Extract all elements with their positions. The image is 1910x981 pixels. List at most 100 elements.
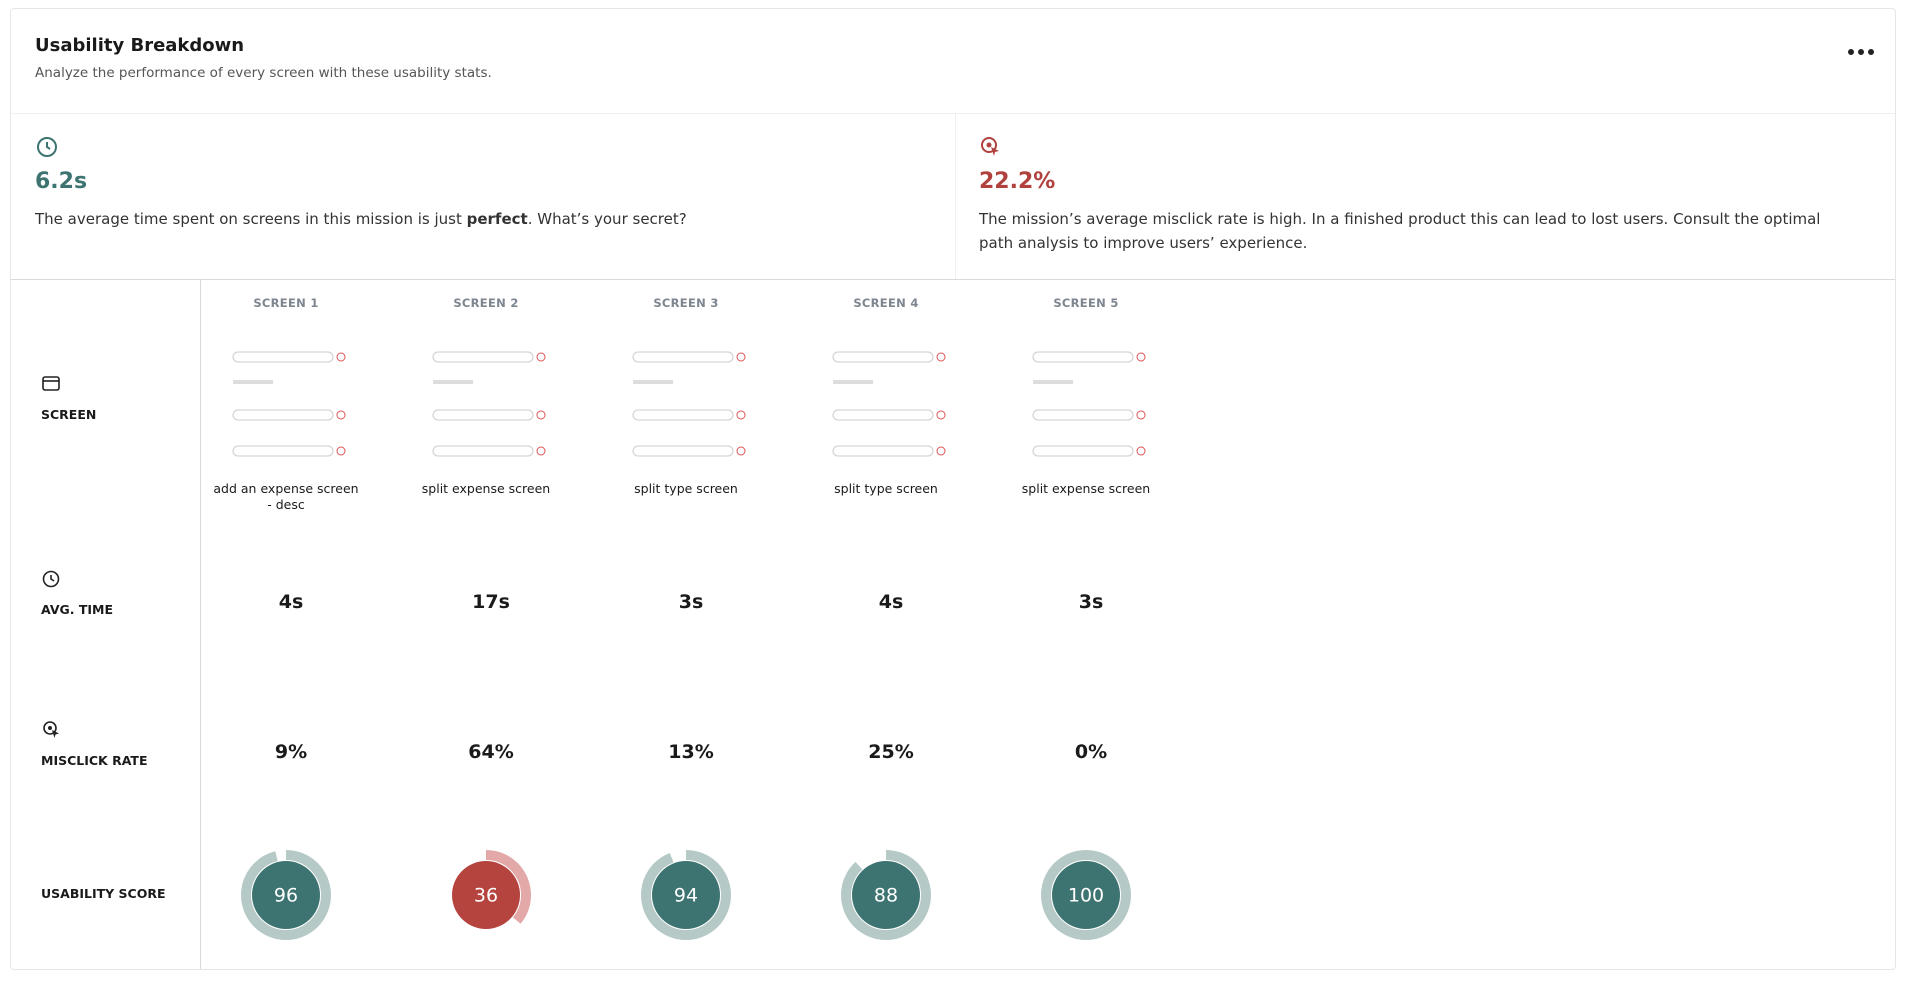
- thumb-line: [1033, 380, 1073, 384]
- text: The average time spent on screens in thi…: [35, 210, 467, 228]
- thumb-dot: [536, 410, 546, 420]
- score-label: 100: [1068, 885, 1104, 907]
- thumb-dot: [936, 410, 946, 420]
- thumb-dot: [1136, 446, 1146, 456]
- score-ring: 88: [841, 850, 931, 940]
- score-ring: 96: [241, 850, 331, 940]
- thumb-dot: [736, 410, 746, 420]
- thumb-row: [232, 351, 334, 363]
- thumb-row: [1032, 445, 1134, 457]
- thumb-row: [432, 351, 534, 363]
- misclick-value: 25%: [868, 741, 914, 763]
- misclick-value: 22.2%: [979, 169, 1056, 194]
- thumb-dot: [336, 410, 346, 420]
- clock-icon: [37, 137, 57, 157]
- more-button[interactable]: [1847, 47, 1875, 57]
- divider: [955, 113, 956, 279]
- row-label: SCREEN: [41, 407, 97, 422]
- thumb-dot: [536, 352, 546, 362]
- card-subtitle: Analyze the performance of every screen …: [35, 65, 492, 81]
- misclick-value: 13%: [668, 741, 714, 763]
- score-core: [252, 861, 320, 929]
- divider: [11, 113, 1895, 114]
- thumb-row: [632, 351, 734, 363]
- score-label: 94: [674, 885, 698, 907]
- avg-time-text: The average time spent on screens in thi…: [35, 207, 687, 231]
- score-label: 96: [274, 885, 298, 907]
- thumb-row: [232, 409, 334, 421]
- screen-header: SCREEN 4: [853, 296, 919, 310]
- screen-name: split expense screen: [421, 481, 551, 496]
- screen-name: split type screen: [834, 481, 938, 496]
- clock-icon: [42, 570, 60, 588]
- screen-header: SCREEN 2: [453, 296, 519, 310]
- thumb-dot: [336, 446, 346, 456]
- score-ring: 94: [641, 850, 731, 940]
- row-label: USABILITY SCORE: [41, 886, 166, 901]
- score-core: [852, 861, 920, 929]
- screen-icon: [42, 376, 60, 391]
- score-core: [452, 861, 520, 929]
- thumb-dot: [736, 446, 746, 456]
- thumb-row: [832, 409, 934, 421]
- score-label: 88: [874, 885, 898, 907]
- row-label: MISCLICK RATE: [41, 753, 148, 768]
- score-arc: [1041, 850, 1131, 940]
- screen-thumbnail: [232, 351, 346, 457]
- thumb-dot: [936, 352, 946, 362]
- misclick-icon: [43, 721, 59, 738]
- thumb-row: [632, 409, 734, 421]
- avg-time-value: 3s: [1078, 591, 1104, 613]
- misclick-value: 64%: [468, 741, 514, 763]
- thumb-row: [1032, 351, 1134, 363]
- screen-thumbnail: [432, 351, 546, 457]
- avg-time-value: 6.2s: [35, 169, 88, 194]
- screen-name: split type screen: [634, 481, 738, 496]
- misclick-value: 0%: [1074, 741, 1108, 763]
- thumb-line: [233, 380, 273, 384]
- avg-time-value: 4s: [878, 591, 904, 613]
- thumb-row: [832, 351, 934, 363]
- text-bold: perfect: [466, 210, 528, 228]
- thumb-dot: [1136, 410, 1146, 420]
- card-title: Usability Breakdown: [35, 35, 245, 56]
- misclick-value: 9%: [274, 741, 308, 763]
- thumb-dot: [936, 446, 946, 456]
- screen-thumbnail: [832, 351, 946, 457]
- avg-time-value: 3s: [678, 591, 704, 613]
- thumb-line: [433, 380, 473, 384]
- screen-header: SCREEN 3: [653, 296, 719, 310]
- thumb-line: [633, 380, 673, 384]
- thumb-row: [632, 445, 734, 457]
- row-label: AVG. TIME: [41, 602, 114, 617]
- thumb-dot: [1136, 352, 1146, 362]
- avg-time-value: 4s: [278, 591, 304, 613]
- score-arc: [241, 850, 331, 940]
- score-arc: [641, 850, 731, 940]
- misclick-text: The mission’s average misclick rate is h…: [979, 210, 1826, 252]
- score-ring: 100: [1041, 850, 1131, 940]
- divider: [11, 279, 1895, 280]
- thumb-line: [833, 380, 873, 384]
- screen-header: SCREEN 5: [1053, 296, 1119, 310]
- thumb-row: [432, 445, 534, 457]
- usability-card: Usability Breakdown Analyze the performa…: [10, 8, 1896, 970]
- avg-time-value: 17s: [472, 591, 510, 613]
- score-ring: 36: [441, 850, 531, 940]
- thumb-dot: [336, 352, 346, 362]
- screen-thumbnail: [632, 351, 746, 457]
- misclick-icon: [981, 137, 999, 156]
- thumb-row: [1032, 409, 1134, 421]
- text: . What’s your secret?: [527, 210, 687, 228]
- thumb-row: [432, 409, 534, 421]
- score-arc: [841, 850, 931, 940]
- screen-name: add an expense screen - desc: [213, 481, 359, 512]
- thumb-row: [832, 445, 934, 457]
- score-core: [1052, 861, 1120, 929]
- screen-thumbnail: [1032, 351, 1146, 457]
- score-core: [652, 861, 720, 929]
- thumb-row: [232, 445, 334, 457]
- screen-name: split expense screen: [1021, 481, 1151, 496]
- score-label: 36: [474, 885, 498, 907]
